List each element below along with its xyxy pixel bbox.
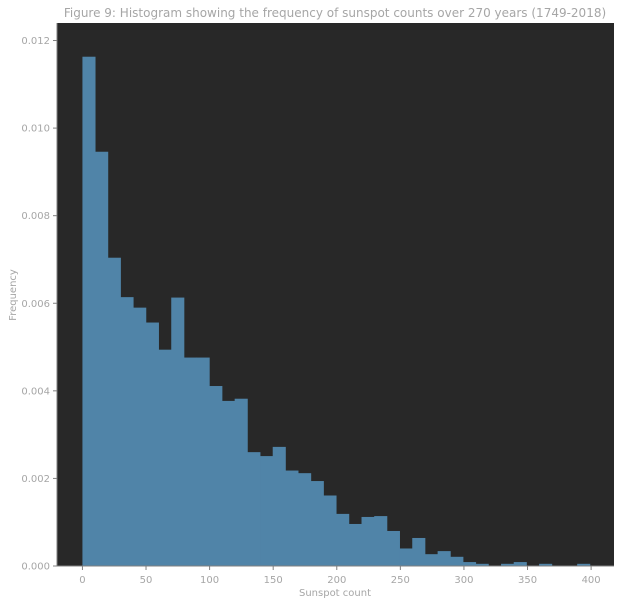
x-tick-label: 200 bbox=[327, 575, 346, 586]
y-tick-label: 0.006 bbox=[21, 299, 50, 310]
histogram-bar bbox=[424, 554, 439, 566]
histogram-bar bbox=[247, 452, 261, 566]
y-tick-label: 0.012 bbox=[21, 36, 50, 47]
x-tick-label: 50 bbox=[140, 575, 153, 586]
histogram-bar bbox=[120, 297, 134, 566]
histogram-bar bbox=[539, 563, 553, 566]
histogram-bar bbox=[272, 446, 286, 566]
histogram-bar bbox=[462, 562, 477, 566]
histogram-bar bbox=[348, 523, 362, 566]
histogram-bars bbox=[82, 56, 591, 567]
histogram-bar bbox=[513, 562, 527, 566]
y-tick-label: 0.008 bbox=[21, 211, 50, 222]
chart-title: Figure 9: Histogram showing the frequenc… bbox=[64, 6, 606, 20]
axes bbox=[56, 23, 614, 567]
y-tick-label: 0.000 bbox=[21, 562, 50, 573]
histogram-bar bbox=[298, 473, 312, 566]
histogram-bar bbox=[221, 400, 236, 566]
histogram-bar bbox=[107, 257, 121, 566]
histogram-bar bbox=[399, 548, 413, 566]
histogram-bar bbox=[475, 563, 489, 566]
histogram-bar bbox=[412, 537, 426, 566]
histogram-bar bbox=[183, 357, 197, 566]
y-tick-label: 0.004 bbox=[21, 386, 50, 397]
histogram-bar bbox=[145, 322, 159, 566]
histogram-bar bbox=[323, 495, 337, 566]
histogram-bar bbox=[374, 516, 388, 566]
histogram-bar bbox=[386, 530, 400, 566]
x-tick-label: 0 bbox=[79, 575, 85, 586]
histogram-bar bbox=[234, 398, 248, 566]
x-tick-label: 250 bbox=[391, 575, 410, 586]
histogram-bar bbox=[310, 481, 324, 566]
histogram-bar bbox=[437, 551, 451, 566]
x-tick-label: 400 bbox=[582, 575, 601, 586]
histogram-bar bbox=[95, 151, 109, 567]
histogram-bar bbox=[171, 297, 185, 566]
histogram-bar bbox=[361, 516, 375, 566]
x-tick-label: 100 bbox=[200, 575, 219, 586]
x-tick-label: 350 bbox=[518, 575, 537, 586]
y-tick-label: 0.010 bbox=[21, 124, 50, 135]
histogram-bar bbox=[209, 386, 223, 566]
histogram-bar bbox=[336, 513, 350, 566]
y-tick-label: 0.002 bbox=[21, 474, 50, 485]
x-tick-label: 300 bbox=[454, 575, 473, 586]
histogram-bar bbox=[158, 349, 172, 566]
x-axis-title: Sunspot count bbox=[299, 588, 371, 599]
y-axis-ticks: 0.000 0.002 0.004 0.006 0.008 0.010 0.012 bbox=[21, 36, 57, 573]
histogram-bar bbox=[82, 56, 96, 566]
histogram-bar bbox=[133, 307, 147, 566]
x-axis-ticks: 0 50 100 150 200 250 300 350 400 bbox=[79, 566, 601, 586]
y-axis-title: Frequency bbox=[8, 269, 19, 321]
histogram-bar bbox=[450, 556, 464, 566]
histogram-bar bbox=[285, 470, 299, 566]
histogram-bar bbox=[577, 563, 591, 566]
histogram-bar bbox=[196, 357, 210, 566]
histogram-bar bbox=[260, 456, 274, 566]
histogram-bar bbox=[501, 563, 515, 566]
x-tick-label: 150 bbox=[264, 575, 283, 586]
